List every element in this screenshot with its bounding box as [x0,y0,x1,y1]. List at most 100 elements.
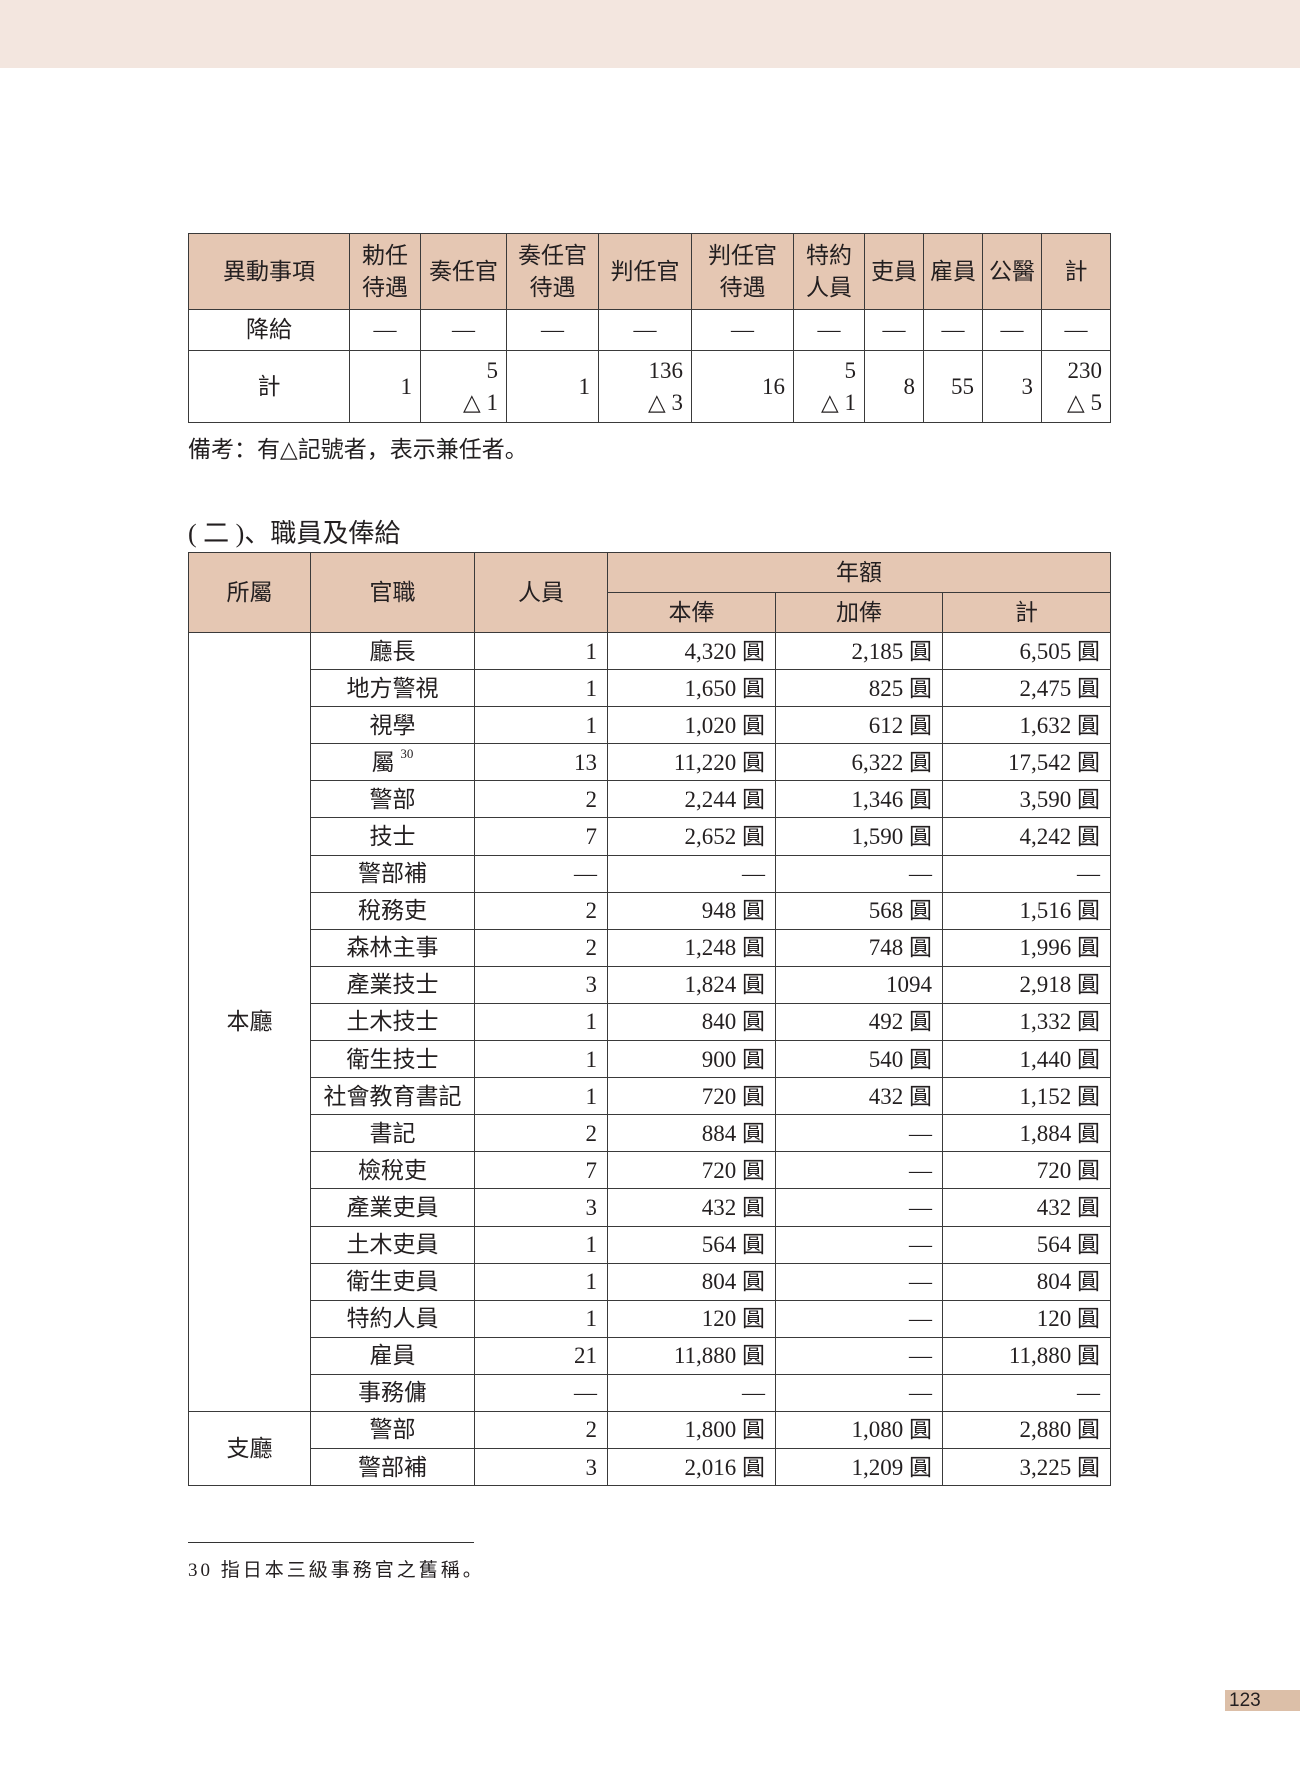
table1-header-cell: 吏員 [864,233,924,310]
staff-cell: 2 [474,891,608,930]
table1-row: 降給 — — — — — — — — — — [188,309,1111,351]
cell-line: — [1000,317,1024,343]
table-row: 地方警視 1 1,650 圓 825 圓 2,475 圓 [189,669,1112,708]
table1-cell: 1 [349,350,421,423]
post-name: 檢稅吏 [358,1157,427,1183]
post-cell: 社會教育書記 [310,1077,475,1116]
cell-line: △ 3 [648,389,683,415]
base-cell: 720 圓 [607,1077,776,1116]
extra-cell: 825 圓 [775,669,943,708]
staff-cell: 7 [474,1151,608,1190]
table-row: 警部 2 2,244 圓 1,346 圓 3,590 圓 [189,780,1112,819]
table-row: 社會教育書記 1 720 圓 432 圓 1,152 圓 [189,1077,1112,1116]
table-row: 產業吏員 3 432 圓 —432 圓 [189,1188,1112,1227]
staff-cell: 2 [474,928,608,967]
cell-line: 5 [486,358,499,384]
table-row: 土木技士 1 840 圓 492 圓 1,332 圓 [189,1002,1112,1042]
table1-cell: — [1041,309,1111,351]
post-name: 技士 [369,823,416,849]
cell-line: △ 5 [1067,389,1102,415]
post-cell: 特約人員 [310,1299,475,1338]
header-line: 特約 [806,243,852,269]
base-cell: — [607,1373,776,1412]
total-cell: 120 圓 [941,1299,1112,1338]
post-cell: 警部 [310,780,475,819]
header-line: 奏任官 [518,243,587,269]
extra-cell: 1,590 圓 [775,817,943,856]
staff-cell: — [474,1373,608,1412]
cell-line: — [817,317,841,343]
table-row: 森林主事 2 1,248 圓 748 圓 1,996 圓 [189,928,1112,967]
header-line: 待遇 [529,274,576,300]
post-cell: 屬 30 [310,743,475,782]
total-cell: 1,884 圓 [941,1114,1112,1153]
cell-line: — [941,317,965,343]
header-line: 判任官 [708,243,777,269]
header-line: 勅任 [362,243,408,269]
table1-header-cell: 奏任官 待遇 [506,233,599,310]
total-cell: 2,475 圓 [941,669,1112,708]
header-line: 計 [1064,258,1088,284]
total-cell: 6,505 圓 [941,631,1112,671]
total-cell: 2,880 圓 [941,1410,1112,1450]
base-cell: 11,220 圓 [607,743,776,782]
extra-cell: — [775,1262,943,1301]
extra-cell: — [775,1225,943,1264]
table-row: 視學 1 1,020 圓 612 圓 1,632 圓 [189,706,1112,745]
total-cell: 1,152 圓 [941,1077,1112,1116]
post-cell: 警部 [310,1410,475,1450]
extra-cell: 1,209 圓 [775,1448,943,1487]
base-cell: 1,650 圓 [607,669,776,708]
extra-cell: — [775,1373,943,1412]
base-cell: 1,824 圓 [607,965,776,1004]
table-row: 書記 2 884 圓 —1,884 圓 [189,1114,1112,1153]
staff-cell: 1 [474,669,608,708]
base-cell: 2,244 圓 [607,780,776,819]
post-name: 屬 [371,749,395,775]
staff-cell: 1 [474,1262,608,1301]
post-name: 雇員 [369,1343,416,1369]
cell-line: — [731,317,754,343]
post-cell: 事務傭 [310,1373,475,1412]
header-total: 計 [941,592,1112,633]
extra-cell: — [775,1299,943,1338]
section-title: ( 二 )、職員及俸給 [188,519,401,548]
affiliation-cell: 支廳 [188,1410,311,1487]
table-row: 本廳 廳長 1 4,320 圓 2,185 圓 6,505 圓 [188,631,1112,1412]
extra-cell: 612 圓 [775,706,943,745]
extra-cell: — [775,1336,943,1375]
staff-cell: 7 [474,817,608,856]
post-name: 廳長 [369,638,416,664]
extra-cell: — [775,1114,943,1153]
staff-cell: 1 [474,631,608,671]
post-cell: 產業技士 [310,965,475,1004]
table1-header-cell: 特約 人員 [793,233,865,310]
total-cell: — [941,1373,1112,1412]
base-cell: 432 圓 [607,1188,776,1227]
post-name: 產業吏員 [346,1194,439,1220]
header-post: 官職 [310,552,475,633]
post-name: 稅務吏 [358,898,427,924]
table-row: 技士 7 2,652 圓 1,590 圓 4,242 圓 [189,817,1112,856]
post-name: 事務傭 [358,1380,427,1406]
base-cell: 4,320 圓 [607,631,776,671]
table1-cell: — [506,309,599,351]
cell-line: △ 1 [463,389,498,415]
staff-cell: 1 [474,1077,608,1116]
extra-cell: 1,346 圓 [775,780,943,819]
header-line: 吏員 [871,258,917,284]
total-cell: — [941,854,1112,893]
staff-cell: 21 [474,1336,608,1375]
post-name: 衛生技士 [346,1046,439,1072]
post-cell: 技士 [310,817,475,856]
base-cell: 1,800 圓 [607,1410,776,1450]
cell-line: — [373,317,397,343]
table1-header-cell: 計 [1041,233,1111,310]
staff-cell: 1 [474,706,608,745]
extra-cell: — [775,1151,943,1190]
header-staff: 人員 [474,552,608,633]
total-cell: 1,632 圓 [941,706,1112,745]
post-cell: 地方警視 [310,669,475,708]
extra-cell: 1094 [775,965,943,1004]
post-name: 警部補 [358,1454,427,1480]
